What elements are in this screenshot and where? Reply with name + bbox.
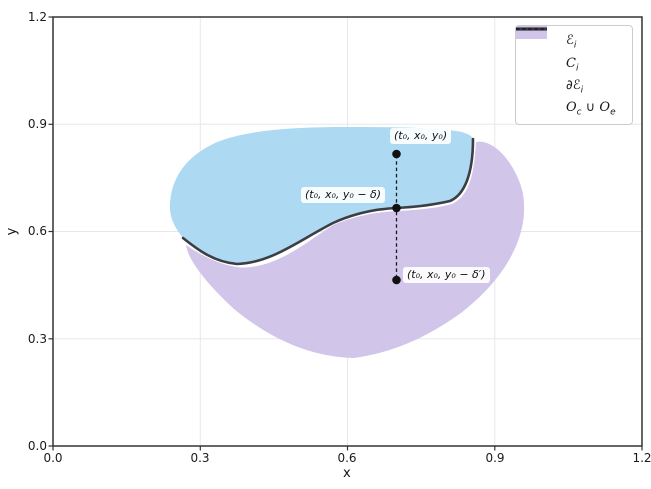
legend-label-union: Oc ∪ Oe	[566, 100, 616, 118]
region-C-i	[186, 141, 525, 358]
x-tick-label: 0.3	[190, 451, 210, 465]
x-tick-label: 0.0	[43, 451, 63, 465]
boundary-curve	[181, 137, 475, 266]
x-axis-label: x	[343, 466, 351, 481]
legend-item-C-i: Ci	[516, 26, 624, 75]
legend-label-C-i: Ci	[566, 55, 579, 74]
annotation-t0-x0-y0: (t₀, x₀, y₀)	[390, 128, 452, 144]
x-tick-label: 1.2	[632, 451, 651, 465]
y-tick-label: 0.9	[27, 117, 47, 131]
y-tick-label: 1.2	[27, 10, 47, 24]
y-axis-label: y	[4, 227, 20, 236]
y-tick-label: 0.3	[27, 332, 47, 346]
x-tick-label: 0.9	[485, 451, 505, 465]
y-tick-label: 0.6	[27, 224, 47, 238]
point-t0-x0-y0-minus-delta-prime	[392, 275, 401, 285]
legend-label-boundary: ∂ℰi	[566, 77, 584, 96]
annotation-t0-x0-y0-minus-delta: (t₀, x₀, y₀ − δ)	[301, 187, 386, 203]
legend-item-union: Oc ∪ Oe	[516, 28, 624, 120]
point-t0-x0-y0	[392, 149, 401, 159]
y-tick-label: 0.0	[27, 439, 47, 453]
legend-label-E-i: ℰi	[566, 33, 577, 51]
annotation-t0-x0-y0-minus-delta-prime: (t₀, x₀, y₀ − δ′)	[403, 267, 490, 283]
legend-item-boundary: ∂ℰi	[516, 27, 624, 98]
tick-marks	[48, 16, 643, 451]
x-tick-label: 0.6	[337, 451, 357, 465]
point-t0-x0-y0-minus-delta	[392, 203, 401, 213]
legend: ℰi Ci ∂ℰi Oc ∪ Oe	[515, 25, 633, 125]
